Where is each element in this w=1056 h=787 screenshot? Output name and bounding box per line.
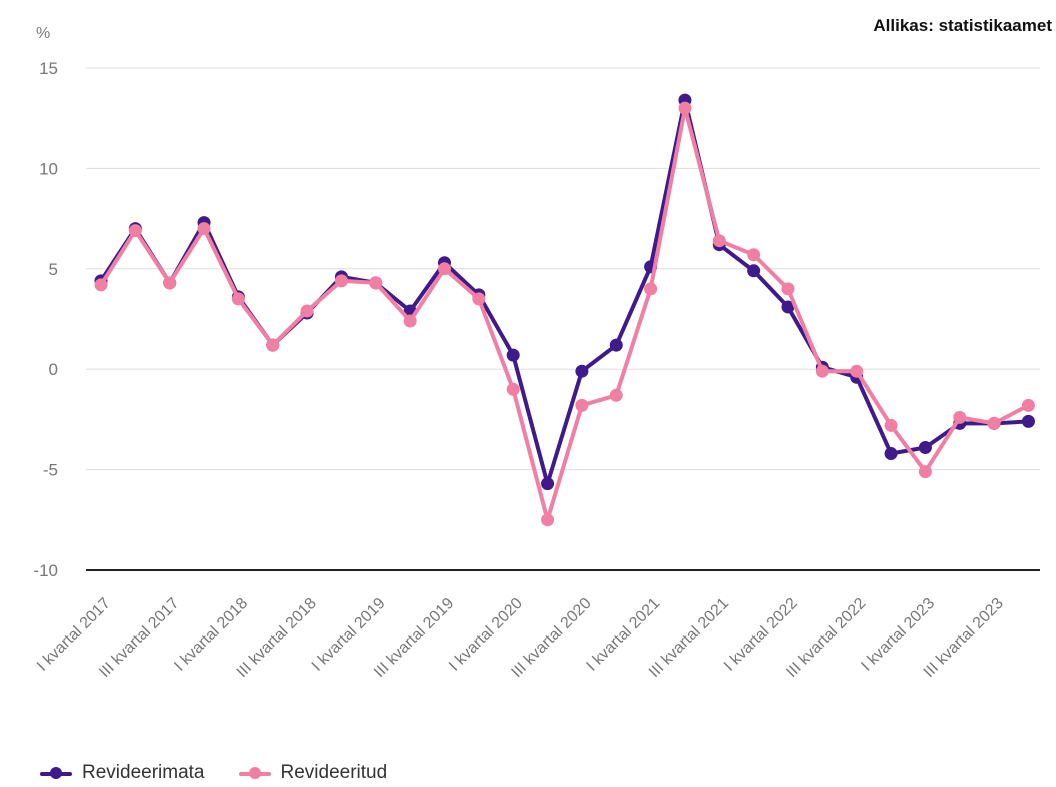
data-point-revideeritud <box>94 278 108 292</box>
legend-item-revideerimata[interactable]: Revideerimata <box>40 762 205 784</box>
data-point-revideerimata <box>918 441 932 455</box>
data-point-revideeritud <box>472 292 486 306</box>
y-tick-label: 15 <box>39 59 58 78</box>
data-point-revideeritud <box>644 282 658 296</box>
series-line-revideeritud <box>99 106 1031 522</box>
data-point-revideeritud <box>781 282 795 296</box>
y-tick-label: 5 <box>49 260 58 279</box>
y-axis-label: % <box>36 25 50 42</box>
data-point-revideeritud <box>815 364 829 378</box>
source-note: Allikas: statistikaamet <box>873 16 1052 35</box>
data-point-revideeritud <box>541 513 555 527</box>
data-point-revideeritud <box>609 388 623 402</box>
legend-item-revideeritud[interactable]: Revideeritud <box>238 762 388 784</box>
data-point-revideerimata <box>506 348 520 362</box>
data-point-revideerimata <box>541 477 555 491</box>
data-point-revideeritud <box>128 224 142 238</box>
data-point-revideeritud <box>918 465 932 479</box>
data-point-revideeritud <box>506 382 520 396</box>
data-point-revideeritud <box>163 276 177 290</box>
legend-swatch-revideeritud <box>238 767 271 779</box>
legend: Revideerimata Revideeritud <box>40 762 387 784</box>
data-point-revideeritud <box>953 410 967 424</box>
data-point-revideerimata <box>747 264 761 278</box>
y-tick-label: 10 <box>39 159 58 178</box>
data-point-revideeritud <box>438 262 451 276</box>
series-lines <box>94 93 1035 527</box>
data-point-revideerimata <box>781 300 795 314</box>
data-point-revideeritud <box>747 248 761 262</box>
data-point-revideeritud <box>231 292 245 306</box>
data-point-revideeritud <box>300 304 314 318</box>
data-point-revideeritud <box>850 364 864 378</box>
gridlines <box>86 67 1040 571</box>
y-tick-labels: 15 10 5 0 -5 -10 <box>33 59 58 580</box>
data-point-revideerimata <box>575 364 589 378</box>
data-point-revideeritud <box>266 338 280 352</box>
data-point-revideeritud <box>678 101 692 115</box>
data-point-revideeritud <box>197 222 211 236</box>
data-point-revideeritud <box>369 276 383 290</box>
y-tick-label: -10 <box>33 561 58 580</box>
data-point-revideeritud <box>334 274 348 288</box>
y-tick-label: 0 <box>49 360 58 379</box>
series-revideeritud <box>94 101 1035 527</box>
data-point-revideeritud <box>1021 398 1035 412</box>
data-point-revideerimata <box>609 338 623 352</box>
data-point-revideerimata <box>1021 414 1035 428</box>
legend-label-revideerimata: Revideerimata <box>82 762 205 783</box>
y-tick-label: -5 <box>43 461 58 480</box>
data-point-revideerimata <box>884 447 898 461</box>
data-point-revideeritud <box>884 418 898 432</box>
legend-label-revideeritud: Revideeritud <box>280 762 388 783</box>
data-point-revideeritud <box>575 398 589 412</box>
data-point-revideeritud <box>987 416 1001 430</box>
data-point-revideeritud <box>403 314 417 328</box>
data-point-revideeritud <box>712 234 726 248</box>
legend-swatch-revideerimata <box>40 767 72 779</box>
